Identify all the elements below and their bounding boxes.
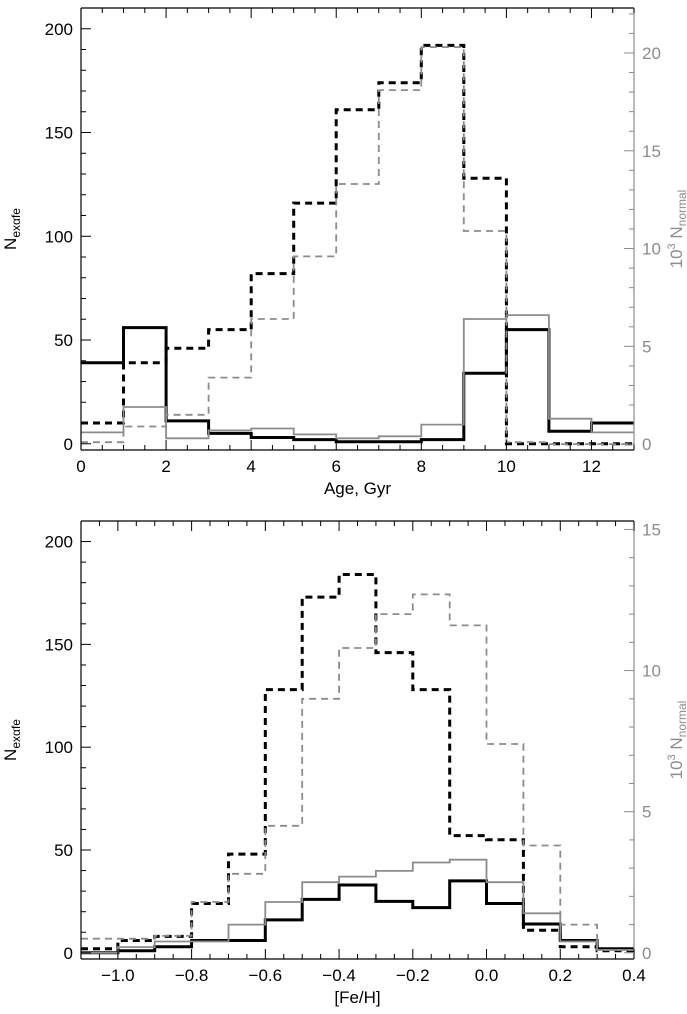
x-tick-label: 2 [161,457,170,476]
x-tick-label: −0.2 [396,966,430,985]
y-tick-label: 150 [45,635,73,654]
y2-tick-label: 0 [642,944,651,963]
y-axis-title: Nexαfe [1,719,23,761]
x-tick-label: 12 [582,457,601,476]
series-solid-gray [81,858,634,954]
y2-tick-label: 20 [642,44,661,63]
y2-tick-label: 5 [642,337,651,356]
y2-tick-label: 10 [642,662,661,681]
y2-tick-label: 15 [642,520,661,539]
y-tick-label: 200 [45,20,73,39]
y2-tick-label: 15 [642,142,661,161]
y2-tick-label: 10 [642,240,661,259]
y2-tick-label: 0 [642,435,651,454]
series-solid-black [81,879,634,955]
y2-axis-title-sub: normal [675,701,687,738]
y-tick-label: 0 [64,944,73,963]
y2-axis-title-sup: 3 [666,243,678,249]
y2-tick-label: 5 [642,803,651,822]
y2-axis-title-sup: 3 [666,754,678,760]
y2-axis-title: 103 Nnormal [666,190,687,269]
y2-axis-title-sub: normal [675,190,687,227]
x-tick-label: 10 [497,457,516,476]
y2-axis-title-base: 10 [667,760,686,779]
y-tick-label: 50 [54,331,73,350]
y2-axis-title: 103 Nnormal [666,701,687,780]
y-tick-label: 50 [54,841,73,860]
series-solid-black [81,326,634,444]
x-tick-label: 4 [246,457,255,476]
y-tick-label: 150 [45,124,73,143]
panel-age: 0 2 4 6 8 10 12 0 50 100 150 200 0 5 10 15 20 Age, Gyr Nex… [1,7,687,498]
x-tick-label: 0.0 [475,966,499,985]
x-tick-label: 8 [417,457,426,476]
series-dashed-gray [81,593,634,951]
x-tick-label: 0 [76,457,85,476]
y-axis-title-sub: exαfe [9,719,23,749]
y-axis-title-sub: exαfe [9,208,23,238]
y-axis-title: Nexαfe [1,208,23,250]
x-tick-label: −1.0 [101,966,135,985]
x-tick-label: −0.6 [249,966,283,985]
x-tick-label: −0.4 [322,966,356,985]
y2-axis-title-main: N [667,737,686,754]
y-tick-label: 0 [64,435,73,454]
x-axis-title: Age, Gyr [324,479,391,498]
series-dashed-black [81,573,634,953]
series-group [81,573,634,955]
x-tick-label: 0.4 [622,966,646,985]
series-group [81,43,634,446]
y-axis-title-main: N [1,749,20,761]
y2-axis-title-main: N [667,226,686,243]
x-tick-label: 6 [331,457,340,476]
x-tick-label: −0.8 [175,966,209,985]
x-tick-label: 0.2 [548,966,572,985]
panel-feh: −1.0 −0.8 −0.6 −0.4 −0.2 0.0 0.2 0.405010015020… [1,520,687,1007]
y-tick-label: 100 [45,738,73,757]
y-tick-label: 200 [45,533,73,552]
x-axis-title: [Fe/H] [334,988,380,1007]
series-dashed-gray [81,46,634,445]
y2-axis-title-base: 10 [667,249,686,268]
y-tick-label: 100 [45,227,73,246]
y-axis-title-main: N [1,238,20,250]
series-dashed-black [81,43,634,446]
series-solid-gray [81,314,634,440]
